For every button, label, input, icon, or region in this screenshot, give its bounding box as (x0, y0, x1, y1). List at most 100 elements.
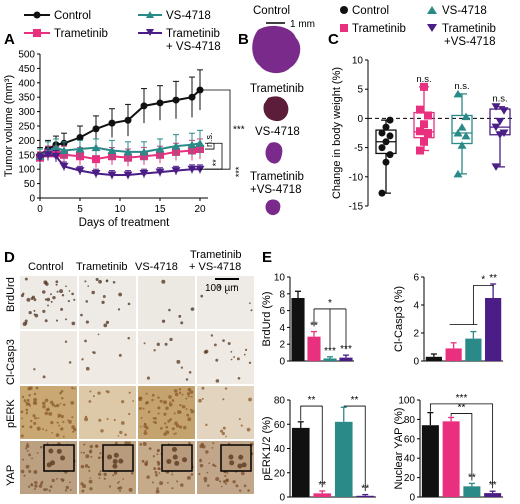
point-control (386, 116, 394, 124)
ihc-stain-dot (165, 430, 170, 435)
ihc-stain-dot (215, 379, 220, 383)
y-tick-label-E4: 80 (404, 415, 416, 426)
data-point-vs4718 (123, 147, 133, 156)
ihc-stain-dot (36, 426, 41, 431)
ihc-stain-dot (128, 412, 131, 416)
ihc-stain-dot (178, 387, 182, 391)
y-tick-label-E1: 4 (279, 323, 285, 334)
ihc-stain-dot (43, 488, 47, 492)
bar-trametinib (307, 336, 321, 361)
x-tick-label-a: 10 (114, 204, 126, 215)
ihc-inset-nucleus (50, 460, 56, 466)
sig-bracket-e4 (450, 413, 473, 481)
ihc-stain-dot (178, 425, 183, 429)
sig-star-combo: ** (489, 273, 497, 284)
ihc-stain-dot (215, 477, 220, 481)
ihc-stain-dot (244, 348, 248, 351)
ihc-stain-dot (62, 435, 65, 438)
ihc-stain-dot (88, 479, 93, 484)
data-point-combo (155, 168, 165, 177)
ihc-stain-dot (139, 443, 143, 446)
data-point-control (124, 116, 132, 124)
ihc-stain-dot (50, 300, 53, 303)
ihc-stain-dot (174, 432, 177, 435)
data-point-combo (187, 165, 197, 174)
point-control (386, 151, 394, 159)
ihc-inset-nucleus (229, 460, 235, 466)
ihc-stain-dot (55, 403, 60, 408)
ihc-stain-dot (30, 419, 33, 423)
y-tick-label-c: -5 (354, 143, 363, 154)
tumor-volume-chart: 0 50 100 150 200 250 300 350 400 450 500 0 5 10 15 20 Da… (3, 50, 245, 230)
legend-a: Control VS-4718 Trametinib Trametinib + … (24, 10, 221, 53)
panel-label-e: E (262, 249, 272, 266)
ihc-stain-dot (94, 444, 99, 448)
ihc-stain-dot (140, 416, 143, 419)
ihc-stain-dot (81, 489, 85, 493)
legend-a-combo-1: Trametinib (166, 28, 220, 40)
ihc-stain-dot (165, 406, 169, 411)
ihc-stain-dot (127, 336, 130, 340)
x-tick-label-a: 15 (154, 204, 166, 215)
ihc-stain-dot (83, 443, 86, 446)
ihc-stain-dot (127, 441, 131, 445)
ihc-stain-dot (61, 294, 65, 297)
ihc-stain-dot (185, 397, 188, 400)
body-weight-chart: -15 -10 -5 0 5 10 Change in body weight (%) n.s… (331, 56, 512, 213)
ihc-stain-dot (142, 407, 145, 410)
ihc-stain-dot (152, 420, 155, 423)
ihc-tile (20, 276, 77, 329)
data-point-combo (51, 152, 61, 161)
ihc-stain-dot (171, 399, 175, 402)
y-tick-label-E4: 60 (404, 434, 416, 445)
ihc-stain-dot (157, 406, 161, 410)
ihc-stain-dot (87, 466, 90, 469)
bar-trametinib (313, 493, 332, 497)
ihc-stain-dot (180, 366, 184, 369)
ihc-stain-dot (34, 313, 39, 318)
ihc-stain-dot (205, 450, 209, 454)
ihc-stain-dot (84, 464, 89, 468)
ihc-tile (79, 276, 136, 329)
ihc-inset-nucleus (48, 448, 54, 454)
ihc-stain-dot (222, 426, 226, 430)
ihc-inset-nucleus (182, 457, 188, 463)
ihc-stain-dot (118, 481, 120, 483)
point-vs4718 (461, 112, 471, 121)
ihc-stain-dot (128, 391, 131, 394)
point-trametinib (416, 105, 424, 114)
sig-bracket-a (205, 142, 223, 170)
ihc-stain-dot (203, 476, 208, 481)
ihc-inset-nucleus (241, 462, 247, 468)
data-point-control (172, 96, 180, 104)
ihc-stain-dot (42, 309, 46, 313)
y-tick-label-E1: 10 (274, 273, 286, 284)
ihc-stain-dot (164, 422, 167, 425)
data-point-combo (139, 170, 149, 178)
ihc-stain-dot (232, 480, 236, 484)
ihc-stain-dot (225, 479, 229, 483)
ihc-stain-dot (187, 417, 192, 422)
ihc-stain-dot (168, 308, 171, 312)
ihc-stain-dot (168, 402, 173, 407)
ihc-stain-dot (46, 297, 51, 302)
ihc-stain-dot (98, 418, 102, 422)
ihc-stain-dot (153, 467, 157, 471)
ihc-stain-dot (226, 292, 228, 295)
x-tick-label-a: 5 (77, 204, 83, 215)
ihc-stain-dot (81, 358, 84, 361)
ihc-stain-dot (44, 298, 48, 301)
point-trametinib (420, 137, 428, 146)
ihc-inset-nucleus (237, 463, 243, 469)
ihc-stain-dot (121, 400, 125, 404)
sig-label-a: n.s. (204, 133, 214, 148)
data-point-combo (35, 154, 45, 162)
ihc-stain-dot (71, 292, 74, 296)
ihc-stain-dot (67, 419, 69, 421)
ihc-stain-dot (223, 480, 226, 483)
ihc-stain-dot (62, 403, 66, 406)
ihc-stain-dot (166, 481, 169, 484)
ihc-stain-dot (20, 434, 24, 438)
sig-label-a: ** (211, 159, 221, 167)
ihc-stain-dot (224, 474, 227, 478)
